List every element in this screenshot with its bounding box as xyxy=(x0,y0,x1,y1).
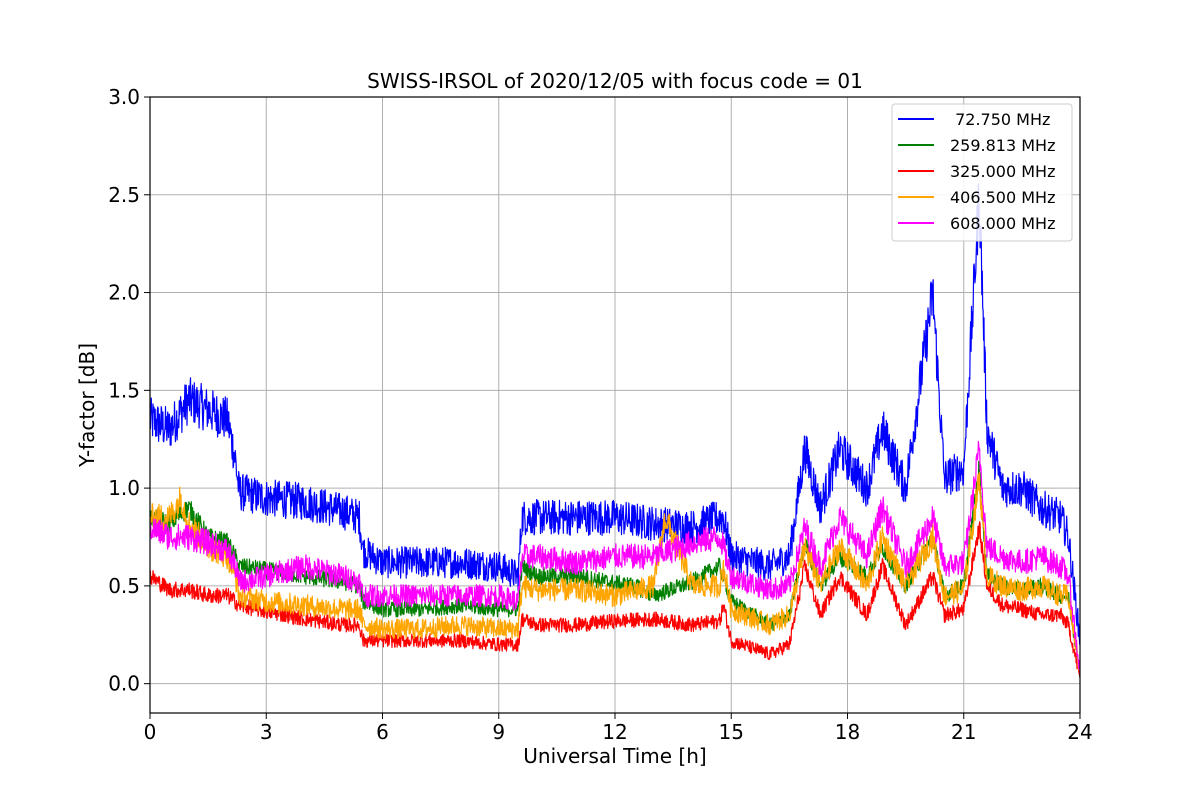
series-layer xyxy=(150,183,1080,678)
x-tick-label: 9 xyxy=(492,720,505,744)
legend-label-4: 608.000 MHz xyxy=(950,214,1055,233)
legend-box xyxy=(891,103,1073,242)
x-tick-label: 15 xyxy=(719,720,744,744)
y-tick-label: 0.5 xyxy=(108,574,140,598)
y-tick-label: 1.5 xyxy=(108,378,140,402)
legend-label-2: 325.000 MHz xyxy=(950,162,1055,181)
x-tick-label: 12 xyxy=(602,720,627,744)
x-tick-label: 3 xyxy=(260,720,273,744)
x-tick-label: 24 xyxy=(1067,720,1092,744)
y-tick-label: 2.5 xyxy=(108,183,140,207)
x-axis: 0 3 6 9 12 15 18 21 24 xyxy=(144,713,1093,744)
series-line-0 xyxy=(150,183,1080,645)
legend-label-0: 72.750 MHz xyxy=(950,110,1050,129)
y-axis: 0.0 0.5 1.0 1.5 2.0 2.5 3.0 xyxy=(108,85,150,696)
y-tick-label: 0.0 xyxy=(108,672,140,696)
series-line-2 xyxy=(150,521,1080,678)
legend-label-3: 406.500 MHz xyxy=(950,188,1055,207)
y-axis-label: Y-factor [dB] xyxy=(75,343,99,468)
legend-label-1: 259.813 MHz xyxy=(950,136,1055,155)
x-tick-label: 21 xyxy=(951,720,976,744)
series-line-4 xyxy=(150,440,1080,674)
x-axis-label: Universal Time [h] xyxy=(523,744,706,768)
y-tick-label: 1.0 xyxy=(108,476,140,500)
x-tick-label: 6 xyxy=(376,720,389,744)
legend: 72.750 MHz 259.813 MHz 325.000 MHz 406.500 … xyxy=(891,103,1073,242)
chart-title: SWISS-IRSOL of 2020/12/05 with focus cod… xyxy=(367,69,863,93)
x-tick-label: 0 xyxy=(144,720,157,744)
y-tick-label: 3.0 xyxy=(108,85,140,109)
x-tick-label: 18 xyxy=(835,720,860,744)
y-tick-label: 2.0 xyxy=(108,281,140,305)
series-line-3 xyxy=(150,472,1080,674)
